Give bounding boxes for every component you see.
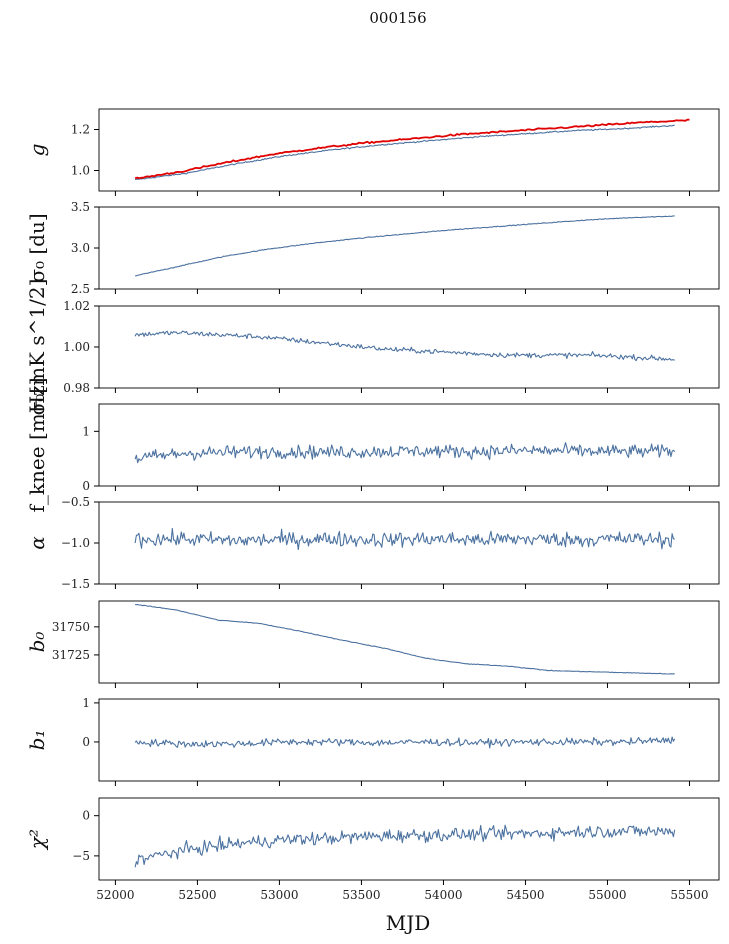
y-axis-label: f_knee [mHz] — [25, 378, 49, 513]
panel-frame — [98, 108, 720, 192]
x-tick-label: 55500 — [670, 888, 708, 902]
y-axis-label: α — [25, 536, 49, 550]
panel-7: 0 1 b₁ — [25, 696, 720, 786]
panels: 1.0 1.2 g 2.5 3.0 3.5 σ₀ [du] 0.98 1.00 1.02 σ₀[mK… — [25, 108, 720, 902]
series-line — [135, 124, 675, 180]
panel-frame — [98, 305, 720, 389]
panel-8: −5 0 52000 52500 53000 53500 54000 54500 55000 55… — [25, 797, 720, 902]
x-tick-label: 54500 — [506, 888, 544, 902]
series-line — [134, 527, 675, 551]
y-tick-label: 3.5 — [71, 200, 90, 214]
y-tick-label: −5 — [72, 849, 90, 863]
y-tick-label: 0.98 — [63, 381, 90, 395]
x-tick-label: 54000 — [424, 888, 462, 902]
series-line — [134, 824, 676, 868]
x-tick-label: 52500 — [178, 888, 216, 902]
x-tick-label: 55000 — [588, 888, 626, 902]
panel-5: −1.5 −1.0 −0.5 α — [25, 495, 720, 591]
panel-frame — [98, 797, 720, 881]
y-axis-label: σ₀[mK s^1/2] — [25, 279, 49, 416]
y-tick-label: −1.0 — [61, 536, 90, 550]
y-tick-label: 1 — [82, 696, 90, 710]
y-tick-label: 31750 — [52, 620, 90, 634]
x-tick-label: 52000 — [96, 888, 134, 902]
panel-frame — [98, 206, 720, 290]
panel-4: 0 1 f_knee [mHz] — [25, 378, 720, 513]
y-tick-label: 1.02 — [63, 299, 90, 313]
y-tick-label: 1.2 — [71, 123, 90, 137]
x-tick-label: 53000 — [260, 888, 298, 902]
panel-frame — [98, 600, 720, 684]
y-tick-label: 1 — [82, 424, 90, 438]
y-axis-label: χ² — [25, 829, 49, 851]
x-tick-label: 53500 — [342, 888, 380, 902]
y-axis-label: b₀ — [25, 632, 49, 653]
x-axis-label: MJD — [386, 911, 431, 935]
y-tick-label: −0.5 — [61, 495, 90, 509]
figure-title: 000156 — [369, 9, 426, 27]
series-line — [134, 736, 676, 749]
y-axis-label: g — [25, 144, 49, 157]
y-tick-label: 3.0 — [71, 241, 90, 255]
y-axis-label: b₁ — [25, 730, 49, 751]
series-line — [135, 215, 675, 277]
overlay-series-line — [134, 118, 690, 180]
y-tick-label: 0 — [82, 809, 90, 823]
y-axis-label: σ₀ [du] — [25, 213, 49, 282]
series-line — [134, 330, 675, 362]
panel-frame — [98, 403, 720, 487]
y-tick-label: −1.5 — [61, 577, 90, 591]
y-tick-label: 2.5 — [71, 282, 90, 296]
panel-2: 2.5 3.0 3.5 σ₀ [du] — [25, 200, 720, 296]
panel-1: 1.0 1.2 g — [25, 108, 720, 196]
panel-3: 0.98 1.00 1.02 σ₀[mK s^1/2] — [25, 279, 720, 416]
y-tick-label: 0 — [82, 479, 90, 493]
panel-frame — [98, 698, 720, 782]
y-tick-label: 1.0 — [71, 164, 90, 178]
y-tick-label: 0 — [82, 735, 90, 749]
y-tick-label: 1.00 — [63, 340, 90, 354]
y-tick-label: 31725 — [52, 648, 90, 662]
series-line — [134, 442, 676, 464]
series-line — [135, 603, 675, 675]
